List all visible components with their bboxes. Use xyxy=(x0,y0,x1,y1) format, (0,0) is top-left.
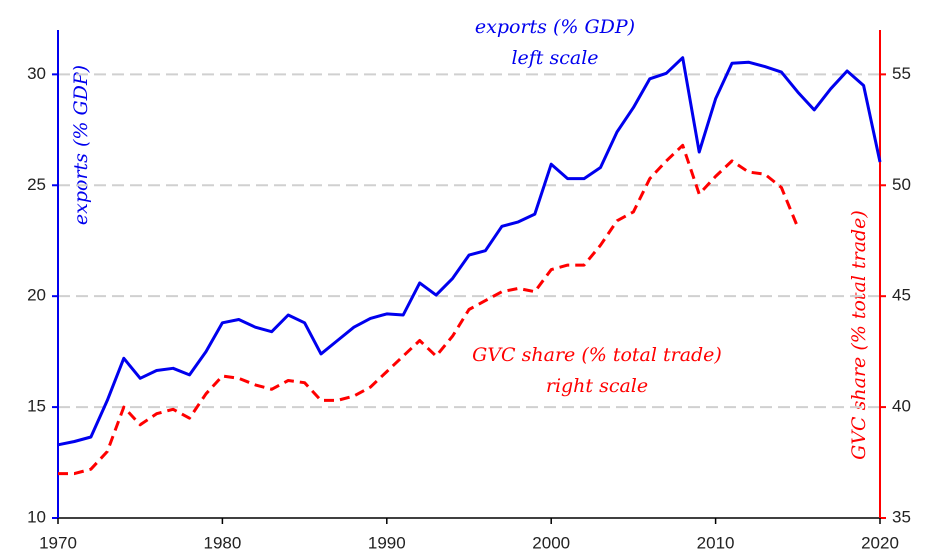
y2-tick-label: 35 xyxy=(892,507,911,526)
y-tick-label: 15 xyxy=(27,397,46,416)
y2-tick-label: 50 xyxy=(892,175,911,194)
y2-tick-label: 40 xyxy=(892,397,911,416)
y-axis-label: exports (% GDP) xyxy=(70,65,92,225)
y-tick-label: 25 xyxy=(27,175,46,194)
x-tick-label: 2010 xyxy=(697,533,735,552)
x-tick-label: 1980 xyxy=(203,533,241,552)
x-tick-label: 1990 xyxy=(368,533,406,552)
annotation: GVC share (% total trade) xyxy=(472,344,722,366)
y2-tick-label: 55 xyxy=(892,64,911,83)
series-line xyxy=(58,143,800,476)
x-tick-label: 2020 xyxy=(861,533,899,552)
y-tick-label: 20 xyxy=(27,286,46,305)
y-tick-label: 10 xyxy=(27,507,46,526)
annotation: right scale xyxy=(546,375,648,397)
series-line xyxy=(57,56,882,447)
x-tick-label: 2000 xyxy=(532,533,570,552)
y-tick-label: 30 xyxy=(27,64,46,83)
annotation: left scale xyxy=(511,47,598,69)
y2-tick-label: 45 xyxy=(892,286,911,305)
x-tick-label: 1970 xyxy=(39,533,77,552)
annotation: exports (% GDP) xyxy=(475,16,635,38)
y2-axis-label: GVC share (% total trade) xyxy=(848,210,870,460)
